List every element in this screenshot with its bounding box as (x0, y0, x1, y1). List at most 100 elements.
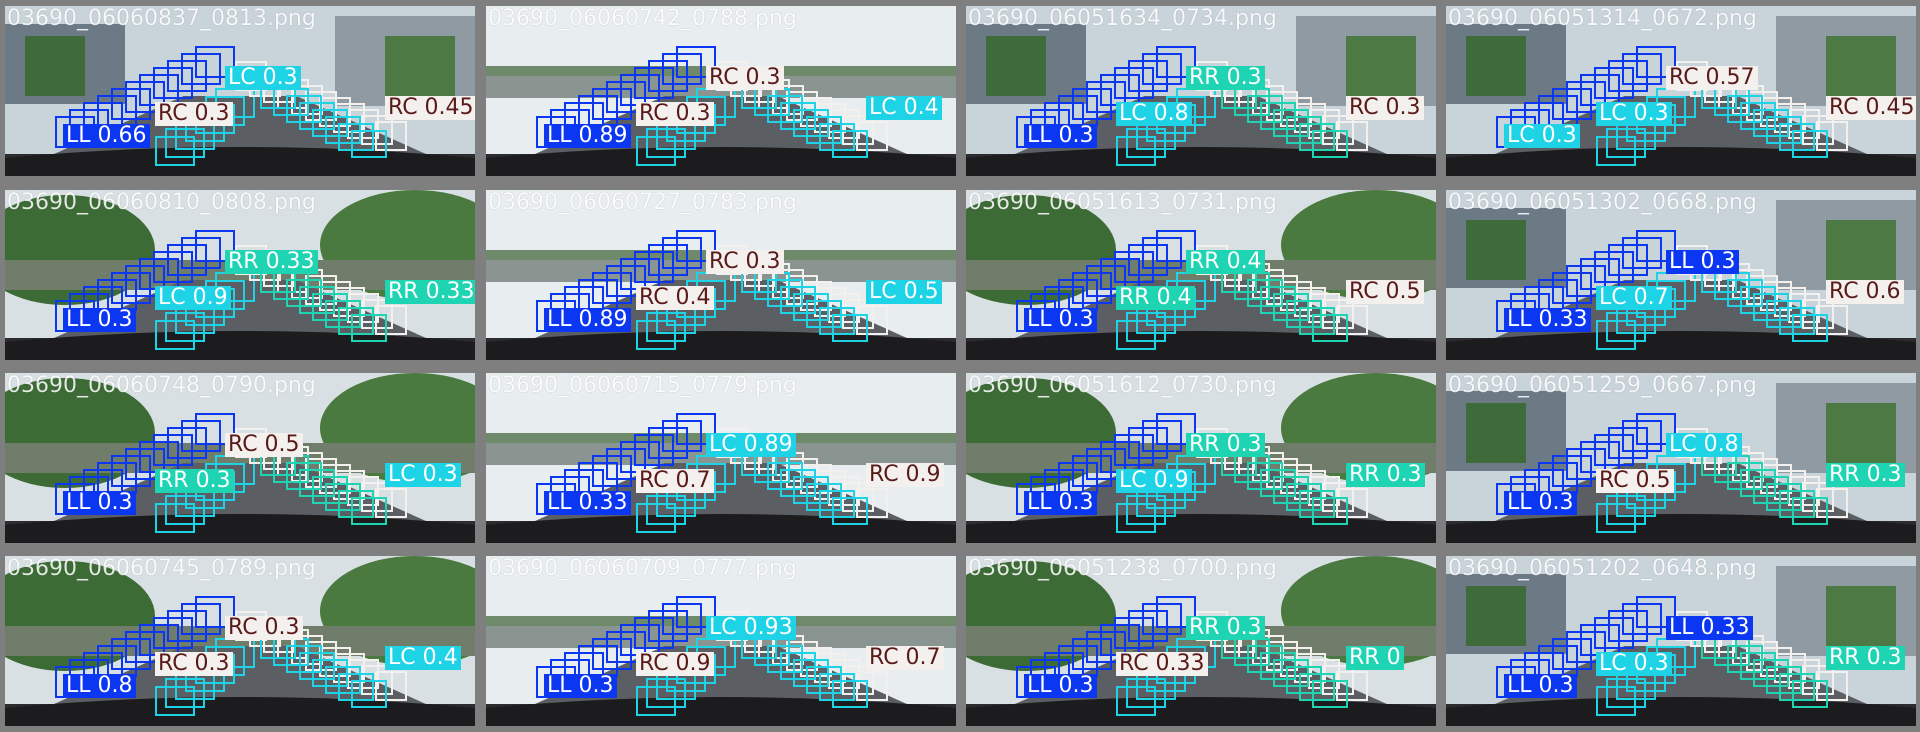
detection-label-rc: RC 0.3 (706, 66, 784, 90)
detection-label-rc: RC 0.5 (225, 433, 303, 457)
detection-label-ll: LL 0.3 (544, 674, 617, 698)
image-filename: 03690_06060727_0783.png (488, 190, 797, 215)
detection-tile: LL 0.89 RC 0.3 RC 0.3 LC 0.4 03690_06060742_… (486, 6, 956, 176)
detection-label-rc: RC 0.9 (636, 652, 714, 676)
box-overlay (5, 556, 475, 726)
bounding-box-lc (832, 314, 868, 342)
bounding-box-rr (1299, 490, 1335, 518)
bounding-box-ll (1156, 596, 1196, 628)
detection-label-rc: RC 0.6 (1826, 280, 1904, 304)
detection-label-lc: LC 0.5 (866, 280, 942, 304)
bounding-box-rr (1299, 307, 1335, 335)
bounding-box-lc (819, 490, 855, 518)
detection-label-ll: LL 0.3 (63, 308, 136, 332)
bounding-box-lc (832, 497, 868, 525)
detection-tile: LL 0.3 LC 0.93 RC 0.9 RC 0.7 03690_06060709_… (486, 556, 956, 726)
detection-label-lc: LC 0.3 (225, 66, 301, 90)
detection-label-rr: RR 0.3 (1186, 433, 1265, 457)
bounding-box-ll (1636, 230, 1676, 262)
detection-label-ll: LL 0.3 (1024, 124, 1097, 148)
detection-tile: LL 0.89 RC 0.3 RC 0.4 LC 0.5 03690_06060727_… (486, 190, 956, 360)
bounding-box-ll (181, 237, 221, 269)
bounding-box-rc (375, 671, 407, 701)
detection-label-rc: RC 0.3 (636, 102, 714, 126)
bounding-box-rc (1816, 488, 1848, 518)
bounding-box-rc (856, 121, 888, 151)
detection-label-ll: LL 0.8 (63, 674, 136, 698)
detection-label-rc: RC 0.4 (636, 286, 714, 310)
bounding-box-rc (1816, 305, 1848, 335)
bounding-box-lc (1779, 123, 1815, 151)
bounding-box-lc (832, 130, 868, 158)
detection-tile: LL 0.3 RR 0.3 LC 0.8 RC 0.3 03690_06051634_0… (966, 6, 1436, 176)
bounding-box-rc (375, 488, 407, 518)
detection-label-lc: LC 0.3 (1596, 102, 1672, 126)
image-filename: 03690_06051302_0668.png (1448, 190, 1757, 215)
detection-label-rc: RC 0.3 (155, 652, 233, 676)
bounding-box-rc (1816, 121, 1848, 151)
bounding-box-lc (338, 123, 374, 151)
image-filename: 03690_06060810_0808.png (7, 190, 316, 215)
bounding-box-rc (1336, 671, 1368, 701)
bounding-box-lc (351, 130, 387, 158)
detection-label-rc: RC 0.7 (866, 646, 944, 670)
bounding-box-lc (1792, 314, 1828, 342)
bounding-box-rc (856, 305, 888, 335)
detection-tile: LL 0.8 RC 0.3 RC 0.3 LC 0.4 03690_06060745_0… (5, 556, 475, 726)
bounding-box-ll (1636, 596, 1676, 628)
detection-label-lc: LC 0.8 (1666, 433, 1742, 457)
detection-label-rc: RC 0.5 (1596, 469, 1674, 493)
bounding-box-rr (1792, 497, 1828, 525)
bounding-box-ll (195, 46, 235, 78)
bounding-box-ll (1142, 53, 1182, 85)
bounding-box-lc (338, 673, 374, 701)
detection-label-rc: RC 0.3 (155, 102, 233, 126)
detection-label-ll: LL 0.33 (1504, 308, 1591, 332)
detection-tile: LL 0.3 LC 0.8 RC 0.5 RR 0.3 03690_06051259_0… (1446, 373, 1916, 543)
detection-label-lc: LC 0.8 (1116, 102, 1192, 126)
bounding-box-ll (1142, 603, 1182, 635)
detection-label-lc: LC 0.9 (1116, 469, 1192, 493)
image-filename: 03690_06051259_0667.png (1448, 373, 1757, 398)
bounding-box-ll (676, 230, 716, 262)
bounding-box-ll (181, 603, 221, 635)
bounding-box-ll (1156, 413, 1196, 445)
bounding-box-rr (338, 490, 374, 518)
bounding-box-rc (856, 488, 888, 518)
image-filename: 03690_06060837_0813.png (7, 6, 316, 31)
bounding-box-rc (856, 671, 888, 701)
bounding-box-lc (832, 680, 868, 708)
bounding-box-rc (375, 121, 407, 151)
detection-label-ll: LL 0.33 (544, 491, 631, 515)
detection-label-lc: LC 0.89 (706, 433, 796, 457)
bounding-box-ll (1142, 237, 1182, 269)
detection-label-ll: LL 0.3 (63, 491, 136, 515)
detection-label-rr: RR 0.3 (1186, 66, 1265, 90)
bounding-box-rc (1336, 305, 1368, 335)
bounding-box-rr (351, 497, 387, 525)
bounding-box-rc (375, 305, 407, 335)
detection-label-ll: LL 0.33 (1666, 616, 1753, 640)
detection-label-rr: RR 0.3 (1826, 463, 1905, 487)
bounding-box-lc (819, 673, 855, 701)
bounding-box-ll (181, 53, 221, 85)
bounding-box-lc (819, 123, 855, 151)
bounding-box-rr (1779, 490, 1815, 518)
bounding-box-lc (351, 680, 387, 708)
image-filename: 03690_06051613_0731.png (968, 190, 1277, 215)
bounding-box-ll (662, 420, 702, 452)
bounding-box-ll (181, 420, 221, 452)
detection-label-rr: RR 0.33 (385, 280, 475, 304)
bounding-box-ll (676, 596, 716, 628)
detection-label-lc: LC 0.4 (866, 96, 942, 120)
detection-label-lc: LC 0.4 (385, 646, 461, 670)
bounding-box-rc (1336, 121, 1368, 151)
detection-label-rc: RC 0.3 (1346, 96, 1424, 120)
detection-label-rc: RC 0.3 (706, 250, 784, 274)
bounding-box-lc (1792, 130, 1828, 158)
detection-label-lc: LC 0.7 (1596, 286, 1672, 310)
detection-label-rc: RC 0.7 (636, 469, 714, 493)
detection-label-rr: RR 0.3 (1186, 616, 1265, 640)
bounding-box-lc (1779, 307, 1815, 335)
bounding-box-ll (1622, 53, 1662, 85)
